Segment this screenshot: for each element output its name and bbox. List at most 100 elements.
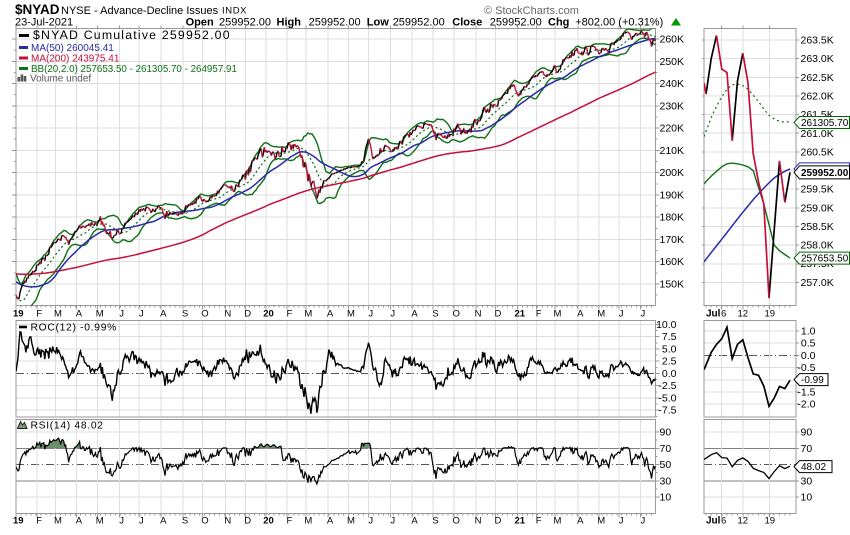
- svg-text:J: J: [368, 309, 373, 320]
- svg-text:F: F: [36, 309, 42, 320]
- svg-text:Open: Open: [186, 17, 214, 29]
- svg-text:257.0K: 257.0K: [801, 277, 834, 289]
- svg-text:J: J: [119, 309, 124, 320]
- svg-text:19: 19: [765, 516, 776, 527]
- svg-text:-5.0: -5.0: [658, 393, 676, 405]
- svg-text:-2.5: -2.5: [658, 380, 676, 392]
- svg-text:J: J: [368, 516, 373, 527]
- svg-text:230K: 230K: [660, 100, 685, 112]
- svg-text:A: A: [327, 309, 334, 320]
- svg-text:23-Jul-2021: 23-Jul-2021: [15, 17, 73, 29]
- svg-text:M: M: [554, 309, 562, 320]
- svg-text:259.0K: 259.0K: [801, 202, 834, 214]
- svg-text:S: S: [432, 309, 438, 320]
- svg-text:261305.70: 261305.70: [801, 118, 849, 129]
- svg-text:F: F: [286, 309, 292, 320]
- svg-text:10: 10: [660, 492, 672, 504]
- svg-text:Volume undef: Volume undef: [30, 74, 91, 85]
- svg-text:2.5: 2.5: [662, 356, 677, 368]
- svg-text:+802.00 (+0.31%): +802.00 (+0.31%): [575, 17, 663, 29]
- svg-text:240K: 240K: [660, 78, 685, 90]
- svg-text:Jul: Jul: [706, 309, 721, 320]
- svg-text:12: 12: [738, 516, 749, 527]
- svg-text:20: 20: [263, 516, 274, 527]
- svg-text:A: A: [76, 309, 83, 320]
- svg-text:A: A: [160, 516, 167, 527]
- svg-text:M: M: [554, 516, 562, 527]
- svg-text:M: M: [347, 516, 355, 527]
- svg-text:D: D: [494, 309, 501, 320]
- svg-text:30: 30: [801, 475, 813, 487]
- svg-text:F: F: [536, 309, 542, 320]
- svg-text:M: M: [96, 516, 104, 527]
- svg-text:0.0: 0.0: [662, 368, 677, 380]
- svg-text:A: A: [76, 516, 83, 527]
- svg-text:© StockCharts.com: © StockCharts.com: [484, 5, 579, 17]
- svg-text:$NYAD: $NYAD: [15, 2, 60, 17]
- svg-text:262.5K: 262.5K: [801, 72, 834, 84]
- svg-text:M: M: [304, 309, 312, 320]
- svg-text:220K: 220K: [660, 123, 685, 135]
- svg-text:M: M: [347, 309, 355, 320]
- svg-text:180K: 180K: [660, 212, 685, 224]
- svg-text:F: F: [36, 516, 42, 527]
- svg-text:A: A: [411, 309, 418, 320]
- svg-text:263.0K: 263.0K: [801, 53, 834, 65]
- svg-text:A: A: [327, 516, 334, 527]
- svg-text:BB(20,2.0) 257653.50 - 261305.: BB(20,2.0) 257653.50 - 261305.70 - 26495…: [31, 64, 237, 75]
- svg-text:N: N: [224, 309, 231, 320]
- svg-text:NYSE - Advance-Decline Issues: NYSE - Advance-Decline Issues: [61, 5, 219, 17]
- svg-text:259.5K: 259.5K: [801, 184, 834, 196]
- svg-text:1.0: 1.0: [801, 326, 816, 338]
- svg-text:J: J: [390, 516, 395, 527]
- svg-text:21: 21: [515, 309, 526, 320]
- svg-text:210K: 210K: [660, 145, 685, 157]
- svg-text:6: 6: [721, 309, 726, 320]
- svg-text:90: 90: [660, 427, 672, 439]
- svg-text:-0.5: -0.5: [797, 362, 815, 374]
- svg-text:19: 19: [765, 309, 776, 320]
- svg-text:MA(200) 243975.41: MA(200) 243975.41: [31, 54, 120, 65]
- svg-text:J: J: [619, 309, 624, 320]
- svg-text:O: O: [201, 309, 208, 320]
- svg-text:19: 19: [13, 309, 24, 320]
- svg-text:190K: 190K: [660, 189, 685, 201]
- svg-text:J: J: [139, 309, 144, 320]
- svg-text:A: A: [411, 516, 418, 527]
- svg-text:50: 50: [660, 459, 672, 471]
- svg-text:O: O: [201, 516, 208, 527]
- svg-text:258.0K: 258.0K: [801, 240, 834, 252]
- svg-text:260K: 260K: [660, 34, 685, 46]
- svg-text:RSI(14) 48.02: RSI(14) 48.02: [31, 421, 104, 432]
- svg-text:A: A: [577, 516, 584, 527]
- svg-text:Close: Close: [452, 17, 482, 29]
- svg-text:J: J: [139, 516, 144, 527]
- svg-text:258.5K: 258.5K: [801, 221, 834, 233]
- svg-text:70: 70: [660, 443, 672, 455]
- svg-text:259952.00: 259952.00: [219, 17, 271, 29]
- svg-text:High: High: [277, 17, 302, 29]
- svg-text:10: 10: [801, 492, 813, 504]
- svg-text:21: 21: [515, 516, 526, 527]
- svg-text:S: S: [432, 516, 438, 527]
- svg-text:10.0: 10.0: [656, 319, 677, 331]
- svg-text:F: F: [286, 516, 292, 527]
- svg-text:M: M: [597, 516, 605, 527]
- svg-text:N: N: [475, 309, 482, 320]
- svg-text:J: J: [619, 516, 624, 527]
- svg-text:200K: 200K: [660, 167, 685, 179]
- svg-text:6: 6: [721, 516, 726, 527]
- svg-text:-1.5: -1.5: [797, 387, 815, 399]
- svg-text:MA(50) 260045.41: MA(50) 260045.41: [31, 43, 114, 54]
- svg-text:70: 70: [801, 443, 813, 455]
- svg-text:259952.00: 259952.00: [309, 17, 361, 29]
- svg-text:J: J: [390, 309, 395, 320]
- svg-text:19: 19: [13, 516, 24, 527]
- svg-text:D: D: [244, 516, 251, 527]
- svg-text:48.02: 48.02: [801, 462, 826, 473]
- svg-text:-0.99: -0.99: [801, 375, 824, 386]
- svg-text:S: S: [182, 516, 188, 527]
- svg-text:O: O: [453, 309, 460, 320]
- svg-text:S: S: [182, 309, 188, 320]
- svg-text:ROC(12) -0.99%: ROC(12) -0.99%: [31, 323, 117, 334]
